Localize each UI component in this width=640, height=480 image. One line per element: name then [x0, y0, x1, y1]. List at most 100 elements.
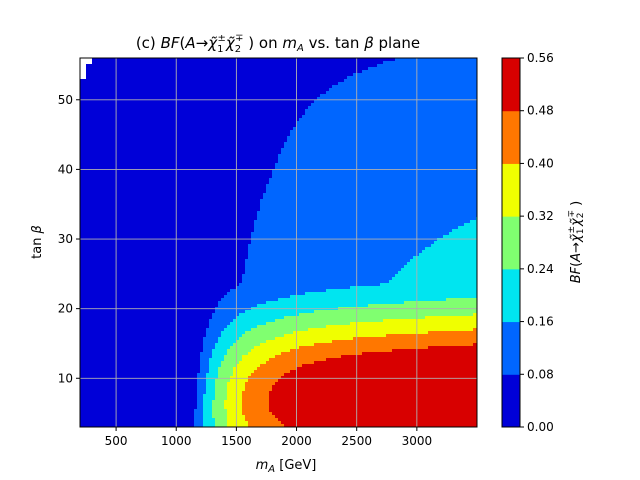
contour-cell [305, 112, 477, 116]
contour-cell [80, 214, 258, 218]
contour-cell [395, 274, 477, 278]
contour-cell [80, 259, 246, 263]
contour-cell [218, 367, 234, 371]
contour-cell [332, 340, 477, 344]
contour-cell [221, 298, 279, 302]
contour-cell [383, 319, 477, 323]
contour-cell [266, 361, 315, 365]
colorbar-tick-label: 0.16 [527, 315, 554, 329]
contour-cell [221, 364, 237, 368]
contour-cell [80, 403, 198, 407]
grid-lines [80, 58, 477, 427]
contour-cell [80, 232, 252, 236]
contour-cell [197, 397, 204, 401]
contour-cell [80, 385, 198, 389]
contour-cell [80, 253, 249, 257]
y-tick-label: 40 [58, 162, 73, 176]
contour-cell [284, 142, 477, 146]
contour-cell [287, 139, 477, 143]
contour-cell [194, 424, 204, 427]
contour-cell [299, 346, 429, 350]
colorbar-tick-label: 0.56 [527, 51, 554, 65]
contour-cell [434, 241, 477, 245]
contour-cell [80, 292, 228, 296]
contour-cell [80, 199, 261, 203]
contour-cell [245, 385, 273, 389]
contour-cell [80, 337, 204, 341]
contour-cell [80, 349, 204, 353]
contour-cell [80, 382, 198, 386]
contour-cell [227, 352, 249, 356]
contour-cell [80, 241, 252, 245]
contour-cell [80, 340, 204, 344]
contour-cell [80, 247, 249, 251]
contour-cell [278, 160, 477, 164]
contour-cell [299, 313, 474, 317]
contour-cell [86, 73, 354, 77]
colorbar-segment [502, 58, 520, 112]
contour-cell [80, 136, 288, 140]
contour-cell [206, 331, 222, 335]
contour-cell [368, 304, 477, 308]
contour-cell [242, 277, 393, 281]
contour-cell [80, 202, 261, 206]
contour-cell [80, 409, 195, 413]
contour-cell [269, 400, 477, 404]
contour-cell [197, 385, 207, 389]
contour-cell [236, 340, 267, 344]
contour-cell [227, 325, 258, 329]
contour-cell [218, 376, 231, 380]
contour-cell [383, 61, 477, 65]
contour-cell [344, 79, 477, 83]
contour-cell [80, 388, 198, 392]
contour-cell [224, 406, 243, 410]
contour-cell [86, 76, 348, 80]
contour-cell [272, 385, 477, 389]
contour-cell [197, 394, 204, 398]
contour-cell [242, 406, 270, 410]
contour-cell [266, 184, 477, 188]
contour-cell [221, 361, 240, 365]
y-tick-label: 20 [58, 302, 73, 316]
contour-cell [212, 403, 225, 407]
contour-cell [407, 262, 477, 266]
contour-cell [80, 394, 198, 398]
contour-cell [80, 256, 249, 260]
contour-cell [209, 322, 231, 326]
contour-cell [86, 64, 378, 68]
contour-cell [203, 394, 216, 398]
contour-cell [80, 304, 219, 308]
contour-cell [284, 334, 387, 338]
contour-cell [80, 208, 261, 212]
contour-cell [212, 400, 225, 404]
contour-cell [80, 265, 246, 269]
colorbar-segment [502, 163, 520, 217]
contour-cell [197, 406, 204, 410]
contour-cell [200, 364, 210, 368]
colorbar-tick-label: 0.32 [527, 209, 554, 223]
y-tick-label: 10 [58, 371, 73, 385]
contour-cell [251, 232, 450, 236]
contour-cell [224, 400, 243, 404]
contour-cell [80, 151, 282, 155]
contour-cell [275, 355, 342, 359]
contour-cell [80, 73, 87, 77]
contour-cell [215, 385, 228, 389]
contour-cell [80, 376, 198, 380]
contour-cell [242, 391, 270, 395]
x-tick-label: 3000 [402, 434, 433, 448]
contour-cell [242, 274, 396, 278]
contour-cell [80, 358, 201, 362]
contour-cell [269, 358, 327, 362]
contour-cell [422, 250, 477, 254]
contour-cell [203, 418, 216, 422]
contour-cell [80, 94, 321, 98]
contour-cell [80, 82, 339, 86]
contour-cell [203, 397, 216, 401]
contour-cell [212, 349, 228, 353]
contour-cell [239, 283, 381, 287]
contour-cell [278, 418, 477, 422]
contour-cell [338, 82, 477, 86]
contour-cell [203, 400, 213, 404]
contour-cell [80, 64, 87, 68]
